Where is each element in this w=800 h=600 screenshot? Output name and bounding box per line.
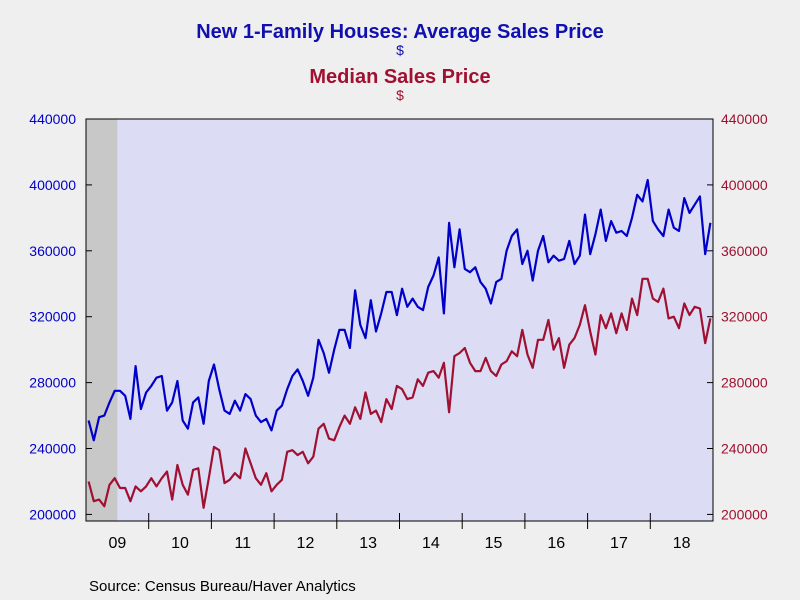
y-tick-label-left: 320000 xyxy=(29,309,76,325)
chart-subtitle: Median Sales Price xyxy=(309,66,491,88)
y-tick-label-right: 360000 xyxy=(721,243,768,259)
chart-subtitle-unit: $ xyxy=(396,87,404,103)
recession-shading xyxy=(86,119,118,521)
x-tick-label: 18 xyxy=(673,535,691,552)
x-tick-label: 10 xyxy=(171,535,189,552)
y-tick-label-left: 240000 xyxy=(29,441,76,457)
chart-title-unit: $ xyxy=(396,42,404,58)
y-tick-label-right: 320000 xyxy=(721,309,768,325)
source-note: Source: Census Bureau/Haver Analytics xyxy=(89,578,356,595)
x-tick-label: 16 xyxy=(547,535,565,552)
series-line-average-price xyxy=(87,178,712,442)
y-tick-label-right: 440000 xyxy=(721,111,768,127)
x-tick-label: 12 xyxy=(297,535,315,552)
x-tick-label: 09 xyxy=(108,535,126,552)
y-tick-label-left: 400000 xyxy=(29,177,76,193)
x-tick-label: 15 xyxy=(485,535,503,552)
y-tick-label-right: 240000 xyxy=(721,441,768,457)
x-tick-label: 14 xyxy=(422,535,440,552)
series-line-median-price xyxy=(87,277,712,509)
y-tick-label-right: 400000 xyxy=(721,177,768,193)
y-tick-label-left: 440000 xyxy=(29,111,76,127)
x-tick-label: 13 xyxy=(359,535,377,552)
y-tick-label-right: 280000 xyxy=(721,375,768,391)
x-tick-label: 11 xyxy=(234,535,251,552)
chart-title: New 1-Family Houses: Average Sales Price xyxy=(196,21,604,43)
y-tick-label-left: 280000 xyxy=(29,375,76,391)
y-tick-label-right: 200000 xyxy=(721,506,768,522)
y-tick-label-left: 200000 xyxy=(29,506,76,522)
y-tick-label-left: 360000 xyxy=(29,243,76,259)
x-tick-label: 17 xyxy=(610,535,628,552)
